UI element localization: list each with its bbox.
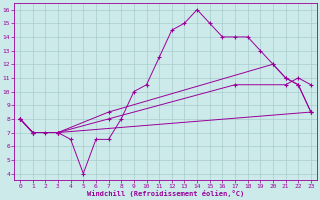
X-axis label: Windchill (Refroidissement éolien,°C): Windchill (Refroidissement éolien,°C) <box>87 190 244 197</box>
